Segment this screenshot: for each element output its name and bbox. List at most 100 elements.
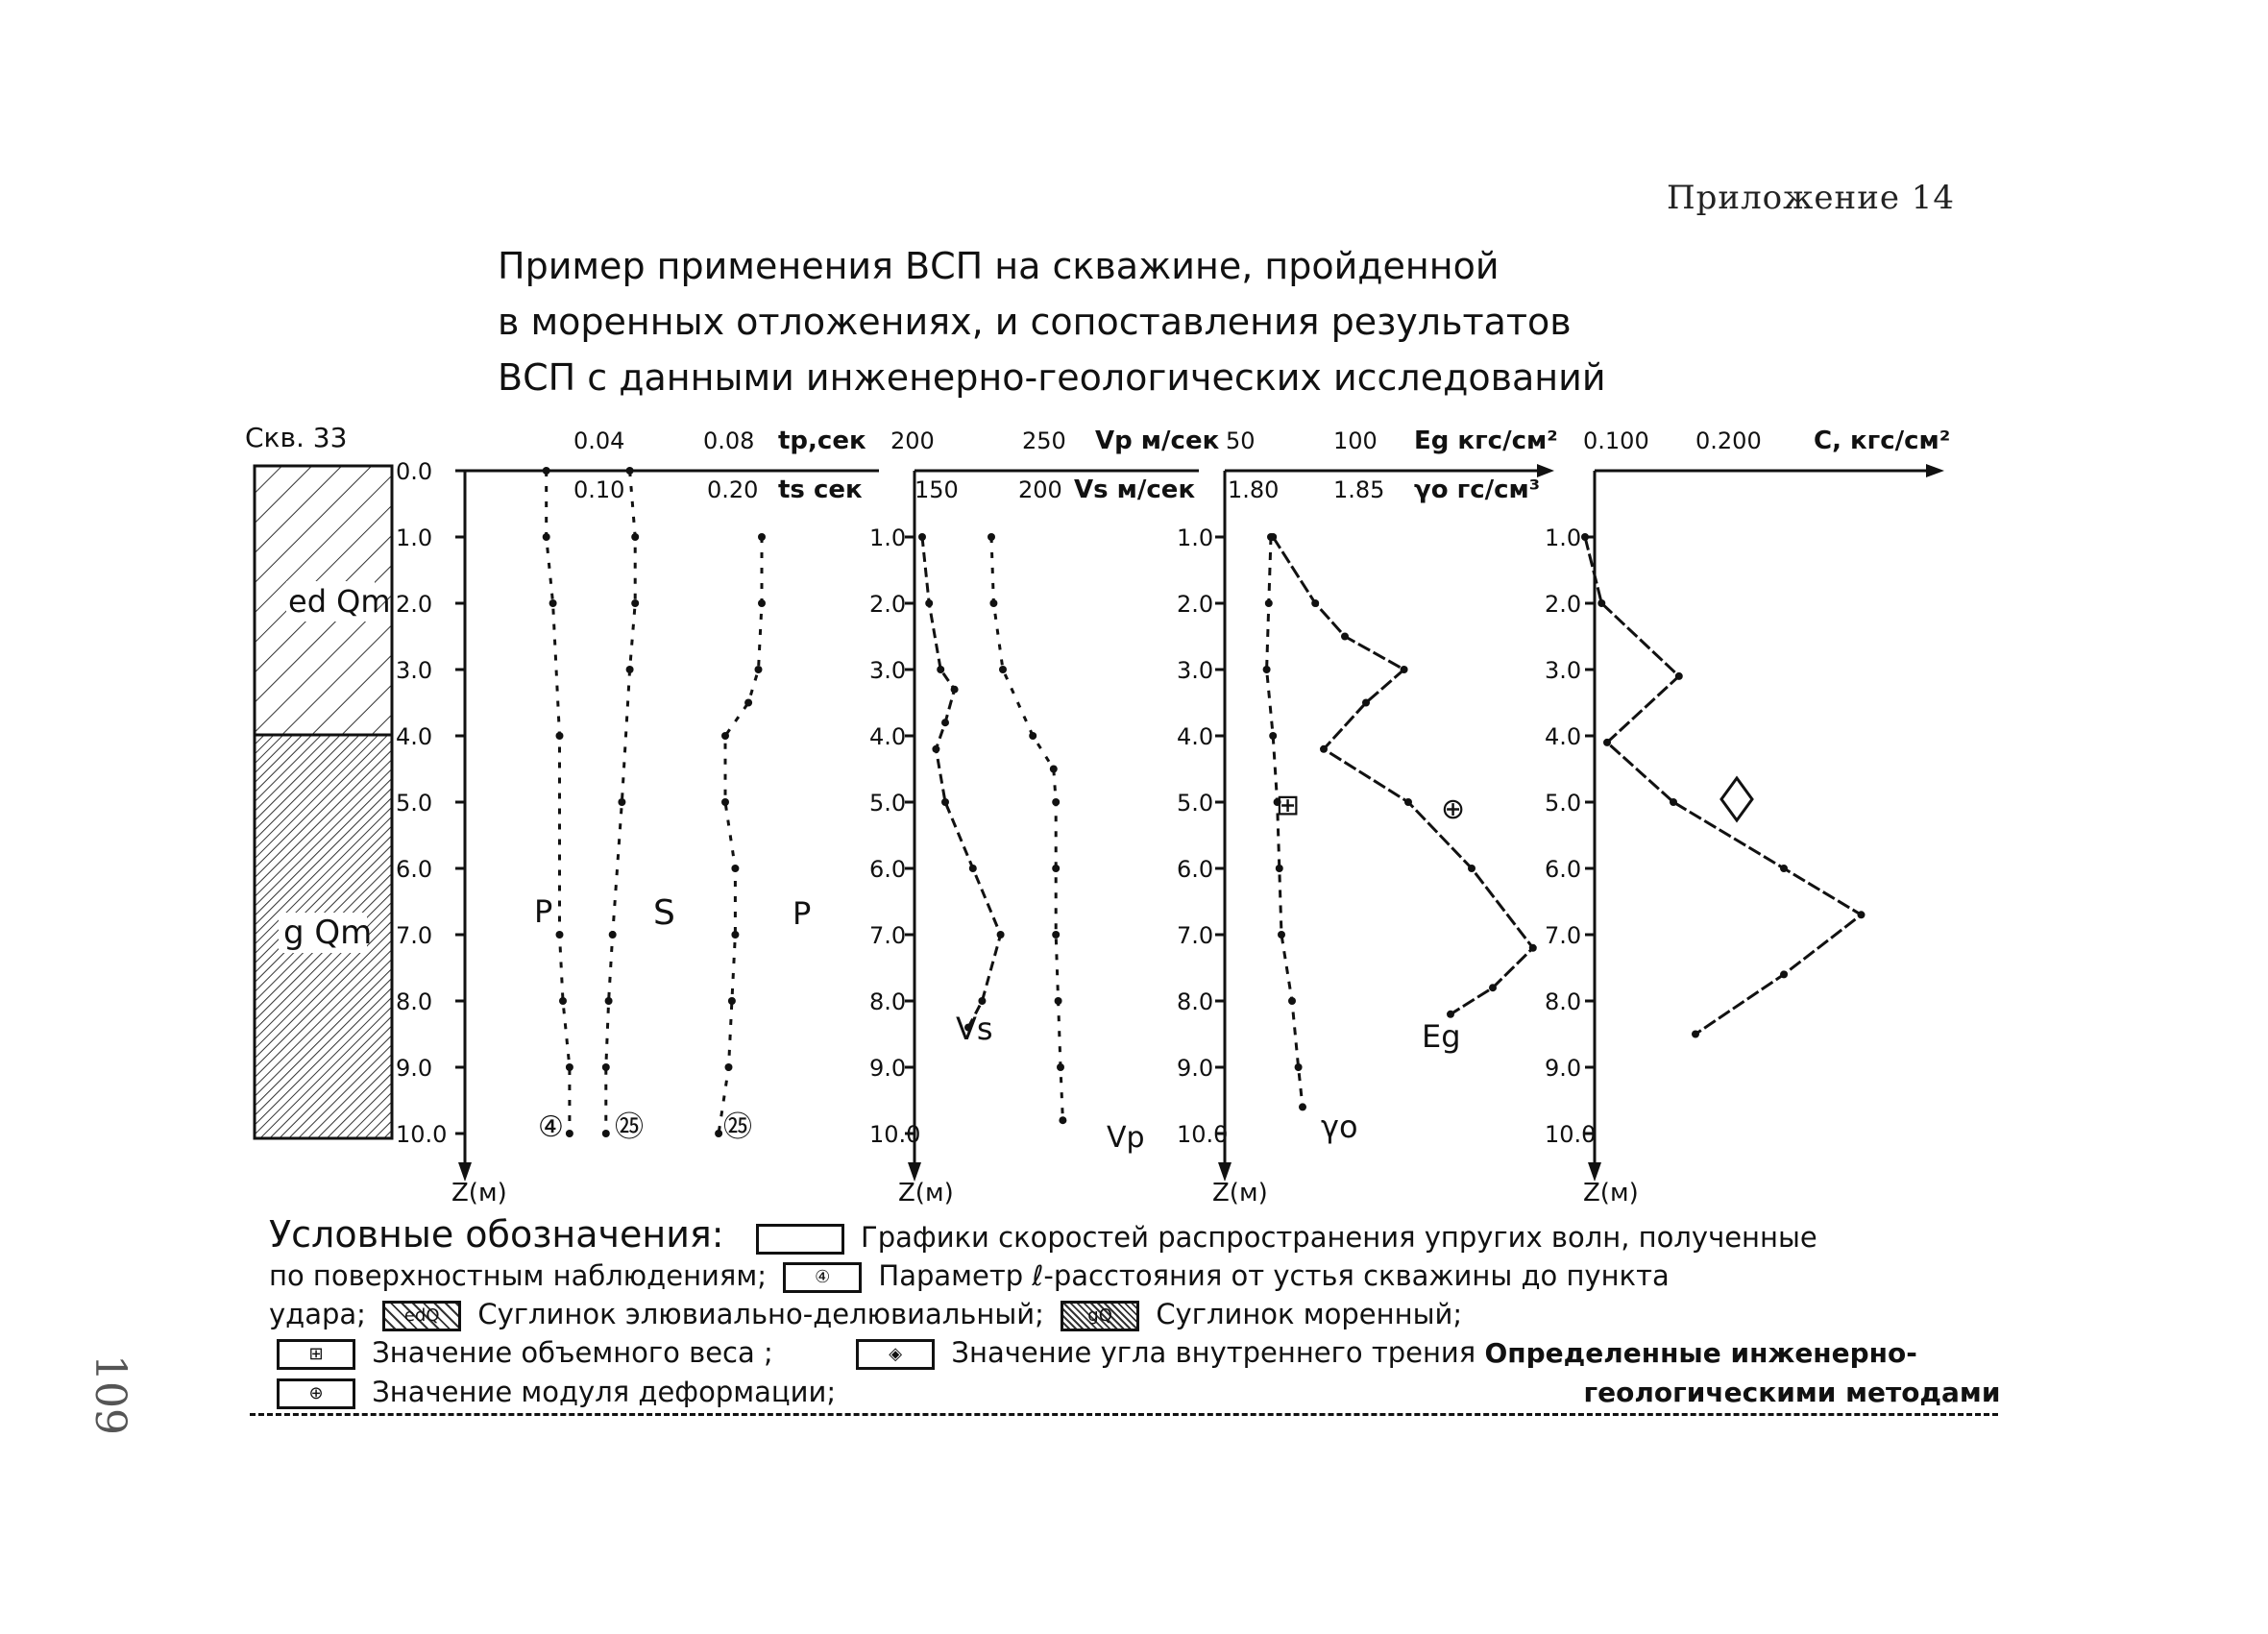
legend-item-8a: Определенные инженерно-	[1484, 1337, 1917, 1369]
well-label: Скв. 33	[245, 422, 347, 453]
depth-tick-label: 1.0	[1177, 524, 1213, 551]
panel3-point	[1341, 632, 1349, 641]
depth-tick-label: 4.0	[869, 723, 906, 750]
layer-eluvial-label: ed Qm	[288, 583, 391, 620]
panel1-bottom-label: ts сек	[778, 476, 863, 504]
legend-row-3: удара; edQ Суглинок элювиально-делювиаль…	[269, 1295, 1998, 1333]
panel1-top-label: tp,сек	[778, 427, 866, 455]
panel3-point	[1528, 943, 1537, 952]
panel1-point	[608, 931, 617, 939]
panel2-series-Vp-1	[989, 536, 1064, 1121]
depth-tick-label: 4.0	[1177, 723, 1213, 750]
panel3-marker-eg: ⊕	[1441, 793, 1465, 826]
panel2-point	[996, 931, 1005, 939]
panel2-top-tick-2: 250	[1022, 427, 1066, 454]
panel4-top-arrow	[1926, 464, 1944, 477]
panel4-top-label: C, кгс/см²	[1814, 427, 1950, 455]
legend-row-2: по поверхностным наблюдениям; ④ Параметр…	[269, 1256, 1998, 1295]
legend-item-2: Параметр ℓ-расстояния от устья скважины …	[878, 1259, 1670, 1292]
title-line-2: в моренных отложениях, и сопоставления р…	[498, 301, 1572, 343]
depth-tick-label: 3.0	[1177, 657, 1213, 684]
panel4-curves	[1581, 533, 1866, 1038]
panel1-marker-1: ④	[538, 1110, 564, 1144]
depth-tick-label: 7.0	[396, 922, 432, 949]
panel4-top-tick-2: 0.200	[1695, 427, 1762, 454]
panel2-point	[1059, 1116, 1067, 1125]
legend-item-1b: по поверхностным наблюдениям;	[269, 1259, 767, 1292]
depth-ticks-panel-1: 0.0 1.0 2.0 3.0 4.0 5.0 6.0 7.0 8.0 9.0 10.0	[396, 458, 465, 1148]
panel1-top-tick-2: 0.08	[703, 427, 754, 454]
panel2-bottom-tick-1: 150	[915, 476, 959, 503]
panel3-point	[1299, 1103, 1306, 1111]
depth-tick-label: 6.0	[1545, 856, 1581, 883]
panel2-point	[1052, 931, 1061, 939]
panel4-top-tick-1: 0.100	[1583, 427, 1649, 454]
legend-row-4: ⊞ Значение объемного веса ; ◈ Значение у…	[269, 1333, 1998, 1373]
panel3-point	[1278, 931, 1285, 939]
legend-item-6: Значение модуля деформации;	[372, 1376, 837, 1408]
depth-tick-label: 8.0	[396, 988, 432, 1015]
legend-box-curve	[755, 1224, 844, 1255]
panel2-point	[937, 666, 945, 673]
depth-tick-label: 1.0	[396, 524, 432, 551]
panel2-z-label: Z(м)	[898, 1179, 954, 1207]
panel3-point	[1400, 666, 1408, 673]
panel2-z-arrow	[908, 1162, 921, 1182]
panel2-point	[1054, 997, 1062, 1005]
panel3-z-arrow	[1218, 1162, 1232, 1182]
depth-tick-label: 8.0	[1545, 988, 1581, 1015]
legend-row-1: Условные обозначения: Графики скоростей …	[269, 1215, 1998, 1256]
panel3-point	[1262, 666, 1271, 673]
panel2-point	[932, 744, 940, 753]
panel1-curve-label-p1: P	[534, 893, 552, 930]
panel1-point	[631, 533, 640, 541]
panel2-point	[1057, 1063, 1064, 1071]
depth-tick-label: 5.0	[869, 790, 906, 817]
panel1-point	[549, 599, 557, 607]
panel3-point	[1447, 1010, 1454, 1018]
panel2-bottom-label: Vs м/сек	[1074, 476, 1195, 504]
depth-tick-label: 5.0	[1177, 790, 1213, 817]
panel3-curve-label-gamma: γo	[1321, 1109, 1358, 1145]
panel2-point	[964, 1023, 972, 1032]
panel2-point	[925, 599, 934, 607]
depth-tick-label: 0.0	[396, 458, 432, 485]
panel1-point	[604, 997, 613, 1005]
panel2-point	[950, 685, 959, 694]
appendix-label: Приложение 14	[1667, 179, 1956, 217]
panel2-point	[918, 533, 926, 541]
panel1-point	[618, 798, 626, 806]
depth-tick-label: 5.0	[1545, 790, 1581, 817]
panel1-point	[631, 599, 640, 607]
panel3-point	[1264, 599, 1273, 607]
panel2-point	[999, 666, 1007, 673]
panel2-point	[1049, 765, 1058, 773]
depth-tick-label: 8.0	[869, 988, 906, 1015]
panel3-curve-label-eg: Eg	[1422, 1018, 1461, 1055]
panel1-z-label: Z(м)	[451, 1179, 507, 1207]
panel1-curve-label-p2: P	[793, 895, 811, 932]
depth-tick-label: 4.0	[1545, 723, 1581, 750]
depth-tick-label: 9.0	[1545, 1055, 1581, 1082]
legend-row-5: ⊕ Значение модуля деформации; геологичес…	[250, 1373, 2000, 1416]
panel3-point	[1404, 798, 1412, 806]
panel1-point	[724, 1063, 733, 1071]
panel1-curves	[542, 467, 766, 1137]
legend-box-density: ⊞	[277, 1339, 355, 1370]
depth-tick-label: 1.0	[869, 524, 906, 551]
panel1-point	[625, 666, 634, 673]
panel1-point	[721, 798, 729, 806]
panel4-point	[1780, 865, 1788, 872]
panel1-top-tick-1: 0.04	[573, 427, 624, 454]
panel1-point	[731, 931, 740, 939]
panel2-bottom-tick-2: 200	[1018, 476, 1062, 503]
panel1-marker-2: ㉕	[615, 1110, 644, 1144]
panel1-series-P-2	[717, 537, 764, 1134]
panel4-point	[1670, 798, 1677, 806]
depth-tick-label: 5.0	[396, 790, 432, 817]
panel2-top-tick-1: 200	[890, 427, 935, 454]
panel1-bottom-tick-1: 0.10	[573, 476, 624, 503]
depth-tick-label: 7.0	[1545, 922, 1581, 949]
depth-tick-label: 1.0	[1545, 524, 1581, 551]
